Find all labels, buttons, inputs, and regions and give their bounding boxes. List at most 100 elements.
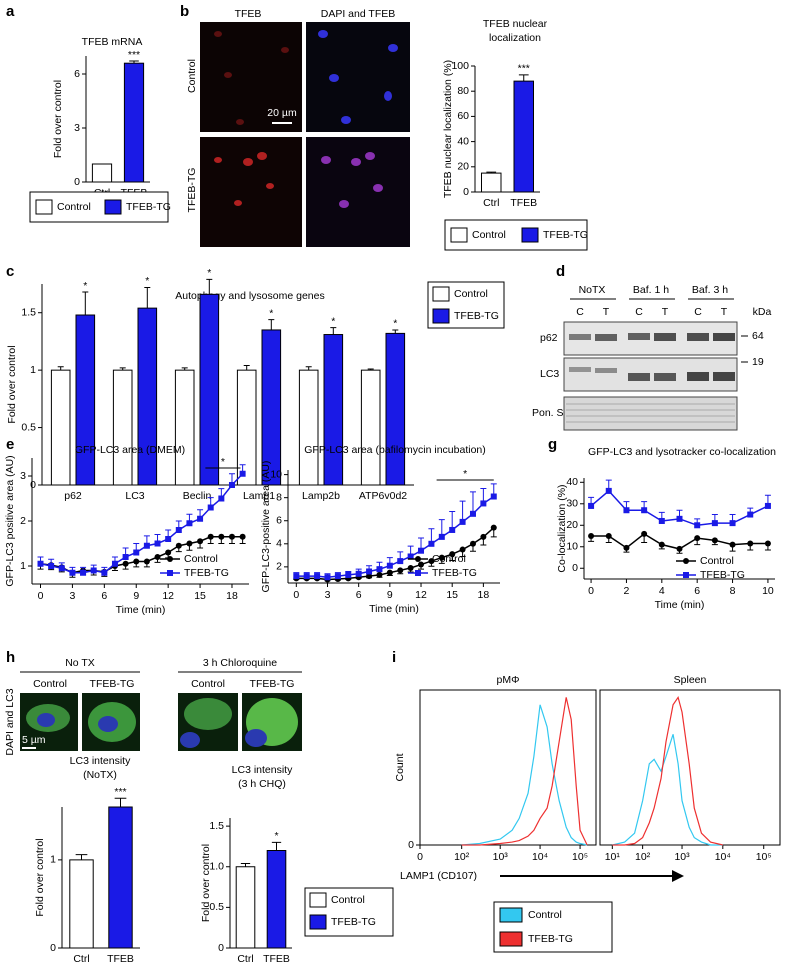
marker [480,533,487,540]
marker [605,533,612,540]
annotation: * [463,468,467,480]
x-tick-label: TFEB [107,953,134,965]
marker [175,527,182,533]
error-bar [330,327,337,335]
bar [360,369,381,486]
legend-label: Control [700,555,734,567]
marker [428,558,435,565]
marker [676,515,683,522]
panel-label: i [392,649,396,666]
x-axis-label: Time (min) [116,604,166,616]
legend-label: TFEB-TG [454,310,499,322]
marker [165,536,172,542]
legend-marker [167,570,173,576]
panel-label: h [6,649,15,666]
group-label: NoTX [579,284,606,296]
chart-title: GFP-LC3 and lysotracker co-localization [588,446,776,458]
significance: * [145,275,149,287]
x-tick-label: Ctrl [73,953,89,965]
x-tick-label: 18 [226,590,238,602]
plot-frame [599,689,781,846]
lane-label: C [635,306,643,318]
marker [345,571,352,578]
y-tick-label: 0 [408,839,414,851]
chart-title: TFEB mRNA [82,36,143,48]
error-bar [268,319,275,330]
legend-marker [683,558,689,564]
marker [694,535,701,542]
y-tick-label: 2 [276,561,282,573]
bar [108,806,133,949]
legend-label: Control [528,909,562,921]
x-tick-label: 10² [454,851,470,863]
x-tick-label: 2 [624,585,630,597]
y-tick-label: 1 [50,854,56,866]
bar [235,866,256,949]
y-axis-label: Fold over control [6,345,18,423]
panel-label: c [6,263,14,280]
image [200,137,302,247]
annotation: * [221,456,225,468]
error-bar [129,60,139,64]
x-axis-label: Time (min) [369,603,419,615]
marker [490,493,497,500]
y-axis-label: Fold over control [52,80,64,158]
chart-title: pMΦ [497,674,520,686]
marker [407,553,414,560]
significance: * [207,267,211,279]
marker [676,545,683,552]
marker [658,517,665,524]
legend-label: TFEB-TG [184,567,229,579]
x-tick-label: TFEB [510,197,537,209]
bar [298,369,319,486]
error-bar [119,367,126,371]
legend-label: Control [454,288,488,300]
x-tick-label: 8 [730,585,736,597]
series-line [612,734,723,846]
group-label: Baf. 1 h [633,284,669,296]
y-axis-label: Fold over control [200,844,212,922]
marker [133,558,140,565]
x-tick-label: ATP6v0d2 [359,490,407,502]
y-axis-label: TFEB nuclear localization (%) [442,60,454,198]
legend-swatch [521,227,539,243]
group-label: Baf. 3 h [692,284,728,296]
x-tick-label: 6 [101,590,107,602]
marker [314,573,321,580]
lane-label: Control [191,678,225,690]
legend-swatch [104,199,122,215]
legend-marker [683,572,689,578]
x-tick-label: 4 [659,585,665,597]
legend-label: Control [331,894,365,906]
y-tick-label: 20 [457,161,469,173]
legend-label: Control [57,201,91,213]
x-tick-label: 6 [694,585,700,597]
significance: * [274,830,278,842]
y-tick-label: 3 [74,122,80,134]
x-tick-label: 10³ [674,851,690,863]
row-label: Pon. S [532,407,564,419]
image [200,22,302,132]
y-tick-label: 4 [276,538,282,550]
marker [303,573,310,580]
legend-swatch [309,914,327,930]
marker [366,568,373,575]
y-tick-label: 3 [20,470,26,482]
marker [469,510,476,517]
cells [214,31,289,125]
series-line [612,695,723,846]
error-bar [305,366,312,371]
x-tick-label: 0 [588,585,594,597]
marker [122,560,129,567]
error-bar [243,365,250,371]
marker [729,520,736,527]
chart-title: LC3 intensity [70,755,131,767]
chart-title: Autophagy and lysosome genes [175,290,324,302]
bar [112,369,133,486]
bar [481,172,502,193]
marker [386,569,393,576]
y-axis-label: GFP-LC3 positive area (AU) [4,455,16,586]
x-tick-label: Ctrl [237,953,253,965]
lane-label: T [603,306,610,318]
